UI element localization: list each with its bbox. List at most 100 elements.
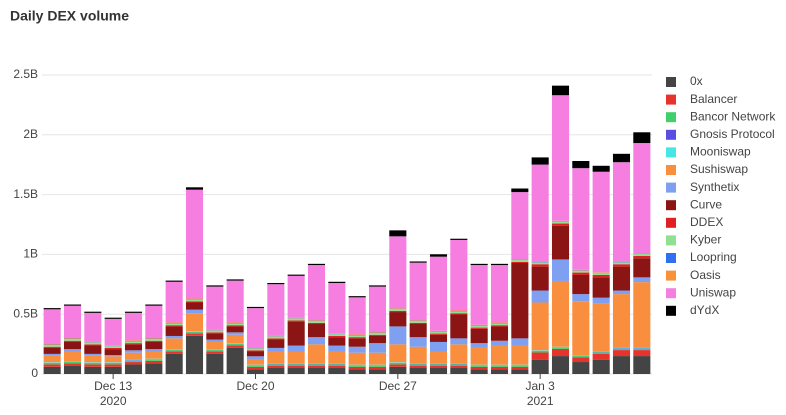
bar-segment	[267, 351, 285, 364]
legend-label: 0x	[690, 74, 703, 88]
bar-segment	[531, 352, 549, 360]
bar-segment	[63, 361, 82, 362]
bar-segment	[307, 321, 326, 323]
bar-segment	[206, 341, 224, 350]
bar-segment	[185, 331, 204, 332]
bar-segment	[84, 344, 102, 346]
bar-segment	[409, 365, 427, 369]
bar-segment	[63, 341, 82, 350]
bar-segment	[246, 347, 265, 349]
bar-segment	[267, 335, 285, 337]
bar-segment	[63, 304, 82, 306]
bar-segment	[43, 344, 61, 347]
bar-segment	[470, 324, 488, 326]
bar-segment	[470, 366, 488, 370]
bar-segment	[429, 341, 448, 352]
bar-segment	[592, 303, 610, 352]
bar-segment	[633, 255, 651, 259]
bar-segment	[429, 363, 448, 365]
bar-segment	[470, 325, 488, 328]
bar-segment	[551, 356, 570, 374]
bar-segment	[246, 366, 265, 370]
bar-segment	[368, 332, 387, 333]
bar-segment	[206, 351, 224, 354]
bar-segment	[511, 261, 529, 264]
bar-segment	[348, 338, 366, 347]
bar-segment	[348, 335, 366, 338]
bar-segment	[124, 340, 143, 341]
bar-segment	[185, 302, 204, 310]
bar-segment	[490, 369, 509, 374]
bar-segment	[267, 368, 285, 374]
x-tick-sublabel: 2020	[100, 394, 127, 408]
bar-segment	[287, 275, 305, 318]
bar-segment	[267, 284, 285, 336]
bar-segment	[531, 266, 549, 291]
bar-segment	[165, 325, 183, 327]
bar-segment	[470, 265, 488, 325]
bar-segment	[470, 369, 488, 374]
legend-swatch	[666, 182, 676, 193]
y-tick-label: 0.5B	[13, 306, 38, 320]
bar-segment	[612, 162, 631, 262]
bar-segment	[43, 308, 61, 310]
legend-label: Loopring	[690, 250, 737, 264]
bar-segment	[531, 350, 549, 351]
bar-segment	[572, 357, 590, 363]
legend-swatch	[666, 235, 676, 246]
bar-segment	[145, 341, 163, 350]
bar-segment	[63, 340, 82, 342]
bar-segment	[145, 349, 163, 352]
bar-segment	[551, 95, 570, 221]
bar-segment	[246, 348, 265, 351]
bar-segment	[145, 363, 163, 374]
bar-segment	[429, 365, 448, 369]
bar-segment	[185, 335, 204, 374]
legend-label: Synthetix	[690, 180, 739, 194]
bar-segment	[368, 335, 387, 344]
bar-segment	[633, 347, 651, 349]
bar-segment	[368, 286, 387, 333]
bar-segment	[511, 369, 529, 374]
bar-segment	[84, 366, 102, 374]
bar-segment	[307, 344, 326, 364]
bar-segment	[246, 350, 265, 352]
bar-segment	[633, 277, 651, 283]
bar-segment	[551, 259, 570, 281]
bar-segment	[612, 348, 631, 351]
bar-segment	[389, 344, 407, 363]
bar-segment	[368, 365, 387, 367]
bar-segment	[450, 368, 468, 374]
bar-segment	[511, 366, 529, 370]
bar-segment	[389, 312, 407, 327]
x-tick-label: Dec 20	[236, 379, 274, 393]
bar-segment	[104, 317, 122, 319]
bar-segment	[470, 343, 488, 348]
bar-segment	[328, 334, 346, 336]
legend-swatch	[666, 77, 676, 87]
bar-segment	[511, 259, 529, 260]
bar-segment	[185, 309, 204, 314]
bar-segment	[267, 339, 285, 348]
bar-segment	[450, 313, 468, 315]
bar-segment	[246, 364, 265, 366]
legend-label: Bancor Network	[690, 109, 776, 123]
bar-segment	[348, 366, 366, 370]
bar-segment	[348, 337, 366, 339]
bar-segment	[267, 365, 285, 369]
bar-segment	[226, 347, 244, 374]
bar-segment	[450, 338, 468, 345]
bar-segment	[84, 355, 102, 363]
bar-segment	[145, 351, 163, 359]
bar-segment	[531, 290, 549, 303]
bar-segment	[124, 360, 143, 363]
bar-segment	[572, 274, 590, 295]
bar-segment	[531, 359, 549, 374]
bar-segment	[531, 261, 549, 263]
bar-segment	[267, 338, 285, 340]
legend-swatch	[666, 200, 676, 211]
bar-segment	[470, 364, 488, 366]
bar-segment	[84, 362, 102, 363]
bar-segment	[145, 338, 163, 339]
bar-segment	[267, 347, 285, 352]
